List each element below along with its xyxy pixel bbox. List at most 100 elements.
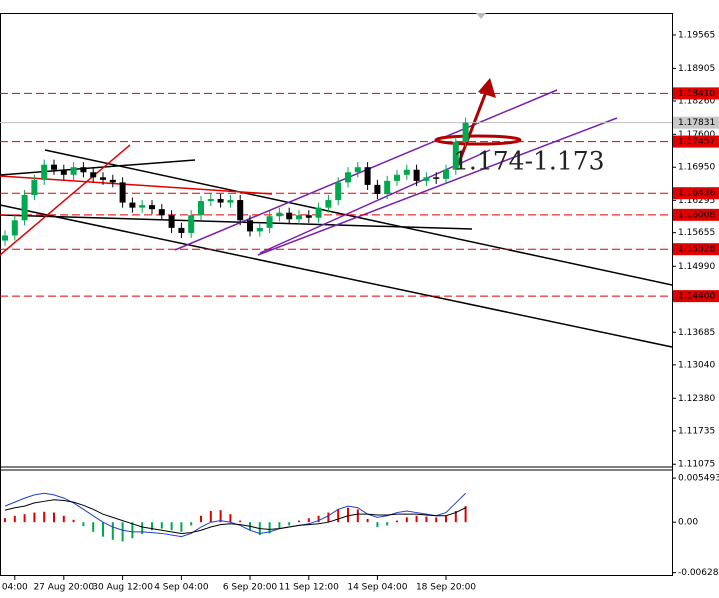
data-layer: 1.19565 1.18905 1.18260 1.17600 1.16950 1.162… bbox=[0, 30, 719, 593]
candle-body bbox=[345, 172, 351, 183]
y-tick-label: 1.11075 bbox=[678, 460, 715, 470]
y-tick-label: 1.11735 bbox=[678, 426, 715, 436]
x-tick-label: 30 Aug 12:00 bbox=[92, 583, 153, 593]
level-label-bg bbox=[673, 243, 719, 256]
trend-line bbox=[0, 214, 473, 230]
candle-body bbox=[139, 205, 146, 208]
candle-body bbox=[364, 167, 371, 185]
arrow-shaft bbox=[456, 91, 488, 166]
x-tick-label: 14 Sep 04:00 bbox=[347, 583, 407, 593]
candle-body bbox=[80, 167, 87, 173]
candle-body bbox=[11, 220, 18, 236]
level-label-bg bbox=[673, 187, 719, 200]
candle-body bbox=[158, 209, 165, 216]
candle-body bbox=[266, 216, 273, 228]
level-label: 1.18410 bbox=[678, 89, 715, 99]
candle-body bbox=[109, 179, 116, 183]
candle-body bbox=[325, 200, 332, 208]
trend-line bbox=[44, 149, 673, 286]
x-tick-label: 27 Aug 20:00 bbox=[33, 583, 94, 593]
y-tick-label: 1.18905 bbox=[678, 64, 715, 74]
y-tick-label: 0.00 bbox=[678, 518, 698, 528]
candle-body bbox=[374, 184, 381, 194]
current-price-bg bbox=[673, 116, 719, 129]
level-label-bg bbox=[673, 135, 719, 148]
candle-body bbox=[276, 212, 283, 217]
candle-body bbox=[413, 169, 420, 181]
y-tick-label: 1.13040 bbox=[678, 360, 715, 370]
trend-line bbox=[0, 144, 131, 256]
candle-body bbox=[168, 215, 175, 228]
y-tick-label: -0.006283 bbox=[678, 568, 719, 578]
candle-body bbox=[149, 205, 155, 210]
candle-body bbox=[335, 182, 342, 201]
level-label-bg bbox=[673, 290, 719, 303]
candle-body bbox=[384, 180, 391, 194]
trend-line bbox=[0, 159, 196, 176]
candle-body bbox=[21, 195, 28, 221]
y-tick-label: 1.14990 bbox=[678, 262, 715, 272]
candle-body bbox=[256, 227, 263, 232]
y-tick-label: 1.18260 bbox=[678, 96, 715, 106]
y-tick-label: 1.15655 bbox=[678, 228, 715, 238]
current-price-label: 1.17831 bbox=[678, 118, 715, 128]
candle-body bbox=[296, 215, 302, 220]
candle-body bbox=[305, 215, 312, 218]
x-tick-label: 04:00 bbox=[2, 583, 28, 593]
y-tick-label: 1.16950 bbox=[678, 163, 715, 173]
indicator-line bbox=[4, 499, 466, 534]
candle-body bbox=[198, 201, 204, 216]
candle-body bbox=[41, 164, 48, 180]
candle-body bbox=[51, 164, 57, 170]
y-tick-label: 1.13685 bbox=[678, 328, 715, 338]
candle-body bbox=[129, 202, 136, 208]
level-label-bg bbox=[673, 87, 719, 100]
level-label: 1.15328 bbox=[678, 245, 715, 255]
candle-body bbox=[423, 177, 430, 181]
candle-body bbox=[433, 177, 440, 179]
level-label-bg bbox=[673, 208, 719, 221]
candle-body bbox=[394, 174, 400, 181]
candle-body bbox=[237, 200, 244, 221]
shift-marker bbox=[476, 13, 486, 19]
candle-body bbox=[247, 220, 253, 232]
candle-body bbox=[100, 177, 106, 180]
candle-body bbox=[462, 122, 469, 142]
candle-body bbox=[207, 199, 214, 202]
x-tick-label: 4 Sep 04:00 bbox=[154, 583, 209, 593]
candle-body bbox=[403, 169, 410, 175]
candle-body bbox=[90, 172, 97, 178]
level-label: 1.16436 bbox=[678, 189, 715, 199]
channel-line bbox=[259, 149, 491, 254]
highlight-ellipse bbox=[434, 134, 522, 146]
candle-body bbox=[227, 200, 234, 203]
candle-body bbox=[354, 167, 361, 173]
level-label: 1.16008 bbox=[678, 210, 715, 220]
x-tick-label: 11 Sep 12:00 bbox=[279, 583, 339, 593]
candle-body bbox=[188, 215, 195, 233]
candle-body bbox=[315, 207, 322, 218]
candle-body bbox=[70, 167, 77, 175]
plot-frame bbox=[0, 13, 673, 576]
level-label: 1.17457 bbox=[678, 137, 715, 147]
candle-body bbox=[217, 199, 224, 203]
candle-body bbox=[60, 169, 67, 175]
y-tick-label: 1.12380 bbox=[678, 394, 715, 404]
y-tick-label: 1.16295 bbox=[678, 196, 715, 206]
y-tick-label: 0.005493 bbox=[678, 474, 719, 484]
candle-body bbox=[119, 182, 126, 203]
trend-line bbox=[0, 204, 673, 348]
level-label: 1.14400 bbox=[678, 292, 715, 302]
candle-body bbox=[452, 141, 459, 170]
candle-body bbox=[178, 227, 185, 233]
x-tick-label: 18 Sep 20:00 bbox=[416, 583, 476, 593]
candle-body bbox=[443, 169, 449, 179]
candle-body bbox=[286, 212, 293, 220]
y-tick-label: 1.17600 bbox=[678, 130, 715, 140]
channel-line bbox=[257, 117, 618, 256]
candle-body bbox=[2, 235, 8, 241]
candle-body bbox=[31, 179, 38, 196]
x-tick-label: 6 Sep 20:00 bbox=[223, 583, 278, 593]
